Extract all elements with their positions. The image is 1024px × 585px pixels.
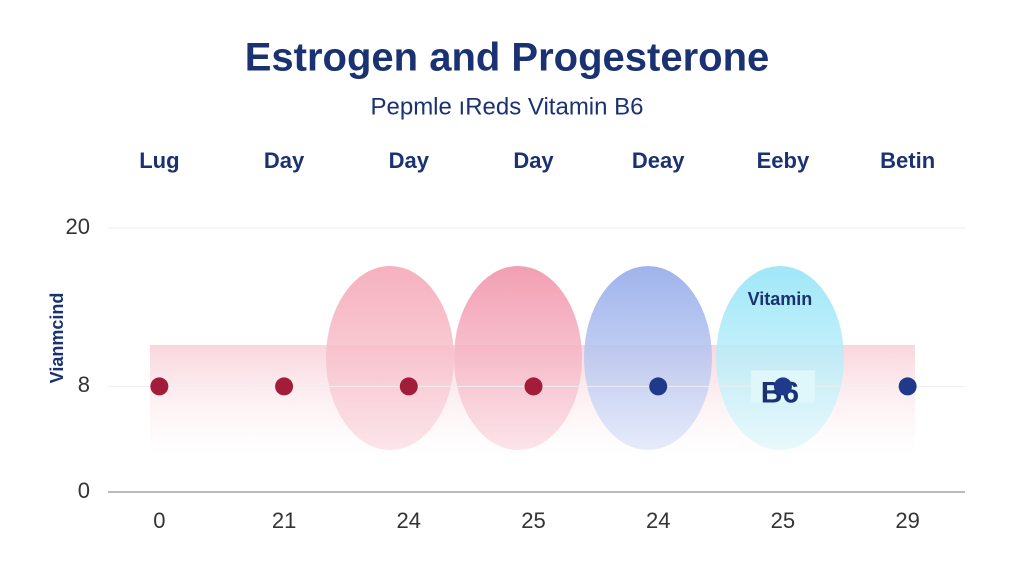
y-tick-label: 8 bbox=[78, 372, 90, 397]
phase-ellipse bbox=[584, 266, 712, 450]
x-tick-label: 24 bbox=[397, 508, 421, 533]
x-tick-label: 21 bbox=[272, 508, 296, 533]
top-label: Deay bbox=[632, 148, 685, 173]
top-label: Betin bbox=[880, 148, 935, 173]
point bbox=[773, 377, 792, 396]
y-tick-label: 20 bbox=[66, 214, 90, 239]
point bbox=[275, 377, 294, 396]
annotation: Vitamin bbox=[748, 289, 813, 309]
point bbox=[524, 377, 543, 396]
chart-subtitle: Pepmle ıReds Vitamin B6 bbox=[370, 93, 643, 120]
point bbox=[898, 377, 917, 396]
x-tick-label: 29 bbox=[895, 508, 919, 533]
top-label: Day bbox=[389, 148, 430, 173]
top-label: Eeby bbox=[757, 148, 810, 173]
x-tick-label: 24 bbox=[646, 508, 670, 533]
phase-ellipse bbox=[716, 266, 844, 450]
x-tick-label: 25 bbox=[771, 508, 795, 533]
phase-ellipse bbox=[454, 266, 582, 450]
x-tick-label: 25 bbox=[521, 508, 545, 533]
point bbox=[399, 377, 418, 396]
point bbox=[649, 377, 668, 396]
top-label: Day bbox=[513, 148, 554, 173]
chart-title: Estrogen and Progesterone bbox=[245, 36, 770, 80]
top-label: Day bbox=[264, 148, 305, 173]
phase-ellipse bbox=[326, 266, 454, 450]
x-tick-label: 0 bbox=[153, 508, 165, 533]
y-tick-label: 0 bbox=[78, 478, 90, 503]
point bbox=[150, 377, 169, 396]
y-axis-label: Vianmcind bbox=[47, 293, 67, 384]
top-label: Lug bbox=[139, 148, 179, 173]
